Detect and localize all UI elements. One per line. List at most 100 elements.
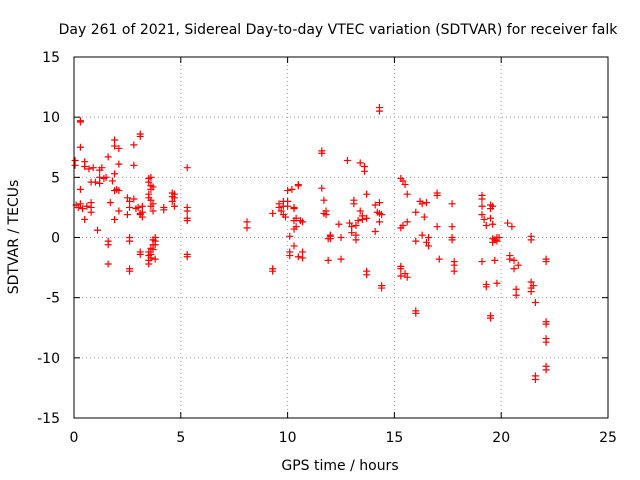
data-point — [478, 195, 486, 203]
data-point — [136, 248, 144, 256]
data-point — [510, 265, 518, 273]
data-point — [145, 178, 153, 186]
data-point — [506, 255, 514, 263]
data-point — [281, 213, 289, 221]
data-point — [318, 149, 326, 157]
data-point — [363, 190, 371, 198]
data-point — [183, 253, 191, 261]
data-point — [286, 232, 294, 240]
data-point — [269, 267, 277, 275]
data-point — [397, 272, 405, 280]
data-point — [350, 200, 358, 208]
data-point — [269, 209, 277, 217]
data-point — [74, 203, 82, 211]
chart-title: Day 261 of 2021, Sidereal Day-to-day VTE… — [59, 22, 619, 38]
data-point — [356, 207, 364, 215]
data-point — [512, 291, 520, 299]
data-point — [529, 282, 537, 290]
data-point — [149, 183, 157, 191]
data-point — [183, 217, 191, 225]
data-point — [288, 185, 296, 193]
axes: 0 5 10 15 20 25 -15 -10 -5 0 5 10 15 — [37, 50, 617, 446]
data-point — [284, 187, 292, 195]
data-point — [346, 219, 354, 227]
data-point — [403, 190, 411, 198]
data-point — [149, 200, 157, 208]
data-point — [418, 200, 426, 208]
data-point — [145, 260, 153, 268]
data-point — [527, 236, 535, 244]
data-point — [71, 161, 79, 169]
data-point — [243, 224, 251, 232]
data-point — [450, 267, 458, 275]
data-point — [284, 202, 292, 210]
data-point — [299, 218, 307, 226]
data-point — [375, 199, 383, 207]
data-point — [147, 196, 155, 204]
x-axis-label: GPS time / hours — [281, 458, 398, 474]
data-point — [482, 221, 490, 229]
data-point — [83, 202, 91, 210]
data-point — [425, 242, 433, 250]
data-point — [126, 203, 134, 211]
data-point — [378, 211, 386, 219]
data-point — [102, 173, 110, 181]
data-point — [286, 252, 294, 260]
data-point — [275, 203, 283, 211]
y-tick-label: -10 — [37, 351, 60, 367]
data-point — [531, 298, 539, 306]
data-point — [542, 320, 550, 328]
data-point — [299, 254, 307, 262]
data-point — [111, 215, 119, 223]
data-point — [104, 260, 112, 268]
data-point — [489, 220, 497, 228]
data-point — [89, 164, 97, 172]
data-point — [422, 199, 430, 207]
data-point — [512, 285, 520, 293]
data-point — [147, 254, 155, 262]
data-point — [147, 173, 155, 181]
y-tick-label: 15 — [42, 50, 60, 66]
data-point — [170, 194, 178, 202]
data-point — [104, 241, 112, 249]
x-tick-label: 15 — [385, 430, 403, 446]
data-point — [151, 255, 159, 263]
data-point — [542, 258, 550, 266]
data-point — [352, 236, 360, 244]
data-point — [412, 208, 420, 216]
data-point — [363, 214, 371, 222]
data-point — [403, 273, 411, 281]
data-point — [489, 202, 497, 210]
data-point — [358, 215, 366, 223]
data-point — [375, 218, 383, 226]
data-point — [123, 194, 131, 202]
y-tick-label: 0 — [51, 231, 60, 247]
data-point — [478, 211, 486, 219]
data-point — [397, 265, 405, 273]
data-point — [371, 227, 379, 235]
x-tick-label: 5 — [176, 430, 185, 446]
data-point — [375, 107, 383, 115]
data-point — [337, 255, 345, 263]
data-point — [81, 215, 89, 223]
data-point — [111, 142, 119, 150]
data-point — [495, 234, 503, 241]
y-tick-label: -15 — [37, 411, 60, 427]
data-point — [448, 223, 456, 231]
y-tick-label: 10 — [42, 110, 60, 126]
data-point — [111, 136, 119, 144]
data-point — [294, 253, 302, 261]
data-point — [352, 221, 360, 229]
data-point — [87, 208, 95, 216]
grid — [74, 57, 608, 418]
data-point — [337, 234, 345, 241]
x-tick-label: 20 — [492, 430, 510, 446]
data-point — [450, 261, 458, 269]
data-point — [412, 309, 420, 317]
data-point — [493, 237, 501, 245]
y-tick-label: 5 — [51, 170, 60, 186]
data-point — [134, 203, 142, 211]
data-point — [399, 221, 407, 229]
data-point — [482, 283, 490, 291]
